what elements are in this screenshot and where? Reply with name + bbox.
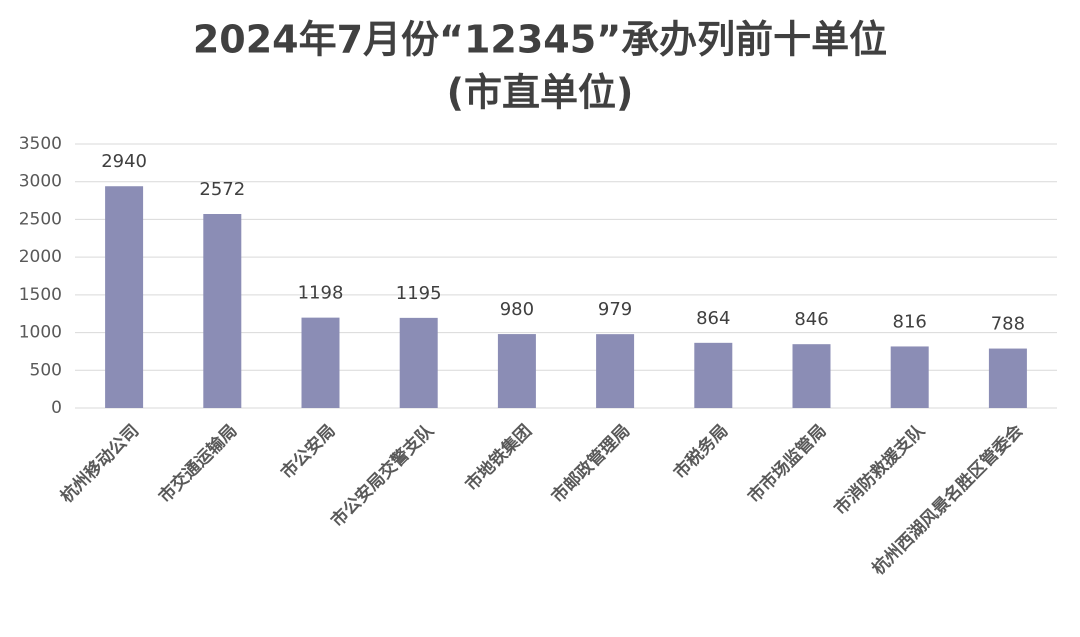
bar [497, 334, 536, 408]
bar [105, 186, 144, 408]
bar [694, 342, 733, 408]
x-tick-label: 市邮政管理局 [547, 420, 634, 507]
value-label: 1195 [396, 283, 442, 304]
value-label: 980 [500, 299, 534, 320]
x-tick-label: 市消防救援支队 [830, 420, 930, 520]
x-tick-label: 市公安局交警支队 [327, 420, 439, 532]
y-tick-label: 0 [51, 398, 62, 418]
x-tick-label: 市市场监管局 [744, 420, 831, 507]
bar [596, 334, 635, 408]
chart-subtitle: (市直单位) [447, 71, 634, 115]
y-tick-label: 3500 [19, 134, 62, 154]
chart-title: 2024年7月份“12345”承办列前十单位 [193, 18, 887, 62]
value-label: 2572 [199, 179, 245, 200]
x-tick-label: 市地铁集团 [461, 420, 536, 495]
value-label: 846 [794, 309, 828, 330]
y-tick-label: 500 [30, 360, 62, 380]
x-tick-label: 市公安局 [277, 420, 340, 483]
value-label: 1198 [298, 283, 344, 304]
x-tick-label: 市交通运输局 [154, 420, 241, 507]
x-tick-label: 杭州移动公司 [56, 420, 143, 507]
bar [988, 348, 1027, 408]
bar [890, 346, 929, 408]
bar [203, 213, 242, 408]
value-label: 816 [893, 311, 927, 332]
y-tick-label: 2500 [19, 209, 62, 229]
bar [301, 317, 340, 408]
value-label: 788 [991, 314, 1025, 335]
y-tick-label: 2000 [19, 247, 62, 267]
value-label: 2940 [101, 151, 147, 172]
value-label: 979 [598, 299, 632, 320]
y-tick-label: 1000 [19, 323, 62, 343]
bar [792, 344, 831, 408]
bar [399, 317, 438, 408]
x-tick-label: 市税务局 [669, 420, 732, 483]
value-label: 864 [696, 308, 730, 329]
y-tick-label: 3000 [19, 172, 62, 192]
y-tick-label: 1500 [19, 285, 62, 305]
